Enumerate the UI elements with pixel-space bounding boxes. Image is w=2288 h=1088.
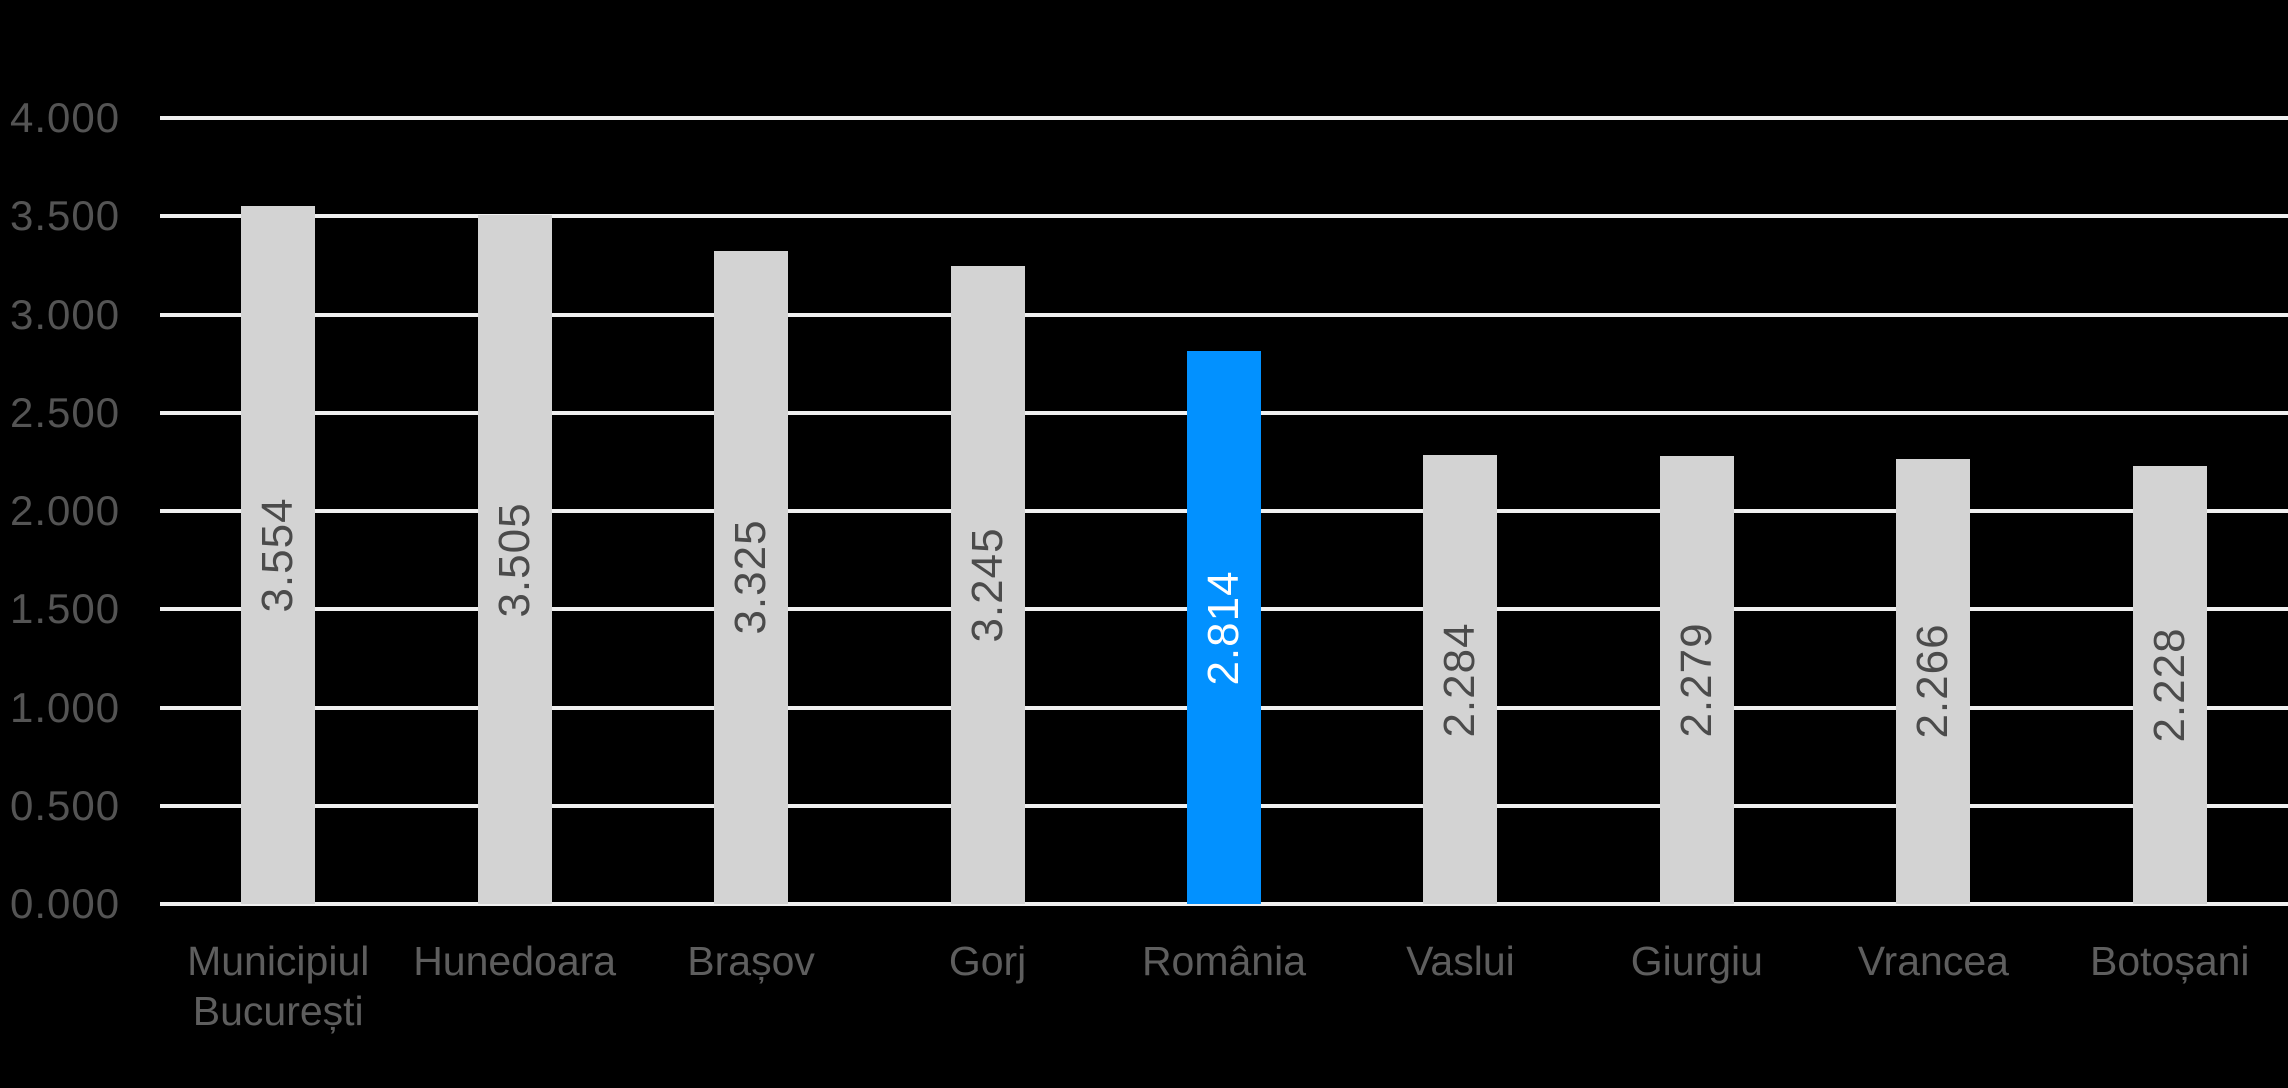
gridline: [160, 116, 2288, 120]
bar-value-label: 2.279: [1671, 622, 1721, 738]
x-axis-category-label: Brașov: [687, 938, 815, 984]
gridline: [160, 902, 2288, 906]
bar: 3.245: [950, 266, 1025, 904]
bar-value-label: 2.266: [1908, 623, 1958, 739]
x-axis-category-label: Hunedoara: [413, 938, 617, 984]
bar-value-label: 2.228: [2144, 627, 2194, 743]
x-axis-category-label: Vaslui: [1406, 938, 1515, 984]
y-axis-tick-label: 3.000: [10, 290, 121, 338]
bar: 3.554: [241, 205, 316, 904]
y-axis-tick-label: 1.500: [10, 585, 121, 633]
bar-highlighted: 2.814: [1187, 351, 1261, 904]
bar-value-label: 3.505: [489, 502, 539, 618]
bar-value-label: 3.325: [726, 519, 776, 635]
y-axis-tick-label: 3.500: [10, 192, 121, 240]
y-axis-tick-label: 4.000: [10, 94, 121, 141]
y-axis-tick-label: 0.000: [10, 880, 121, 927]
x-axis-category-label: România: [1141, 938, 1307, 984]
gridline: [160, 214, 2288, 219]
bar-value-label: 2.284: [1435, 622, 1485, 738]
x-axis-category-label: Gorj: [948, 938, 1027, 984]
x-axis-category-label: Municipiul București: [187, 938, 370, 1034]
x-axis-category-label: Botoșani: [2089, 938, 2250, 984]
bar: 2.228: [2132, 466, 2207, 904]
y-axis-tick-label: 2.000: [10, 487, 121, 534]
bar: 3.325: [714, 250, 789, 904]
bar: 2.279: [1659, 456, 1734, 904]
bar: 2.284: [1423, 455, 1498, 904]
bar: 3.505: [477, 215, 552, 904]
y-axis-tick-label: 2.500: [10, 388, 121, 436]
bar-value-label: 3.554: [253, 497, 303, 613]
x-axis-category-label: Vrancea: [1857, 938, 2009, 984]
bar-value-label: 2.814: [1199, 569, 1248, 686]
x-axis-category-label: Giurgiu: [1630, 938, 1763, 984]
y-axis-tick-label: 0.500: [10, 781, 121, 829]
gridline: [160, 312, 2288, 317]
y-axis-tick-label: 1.000: [10, 683, 121, 731]
bar: 2.266: [1896, 458, 1971, 904]
bar-value-label: 3.245: [962, 527, 1012, 643]
